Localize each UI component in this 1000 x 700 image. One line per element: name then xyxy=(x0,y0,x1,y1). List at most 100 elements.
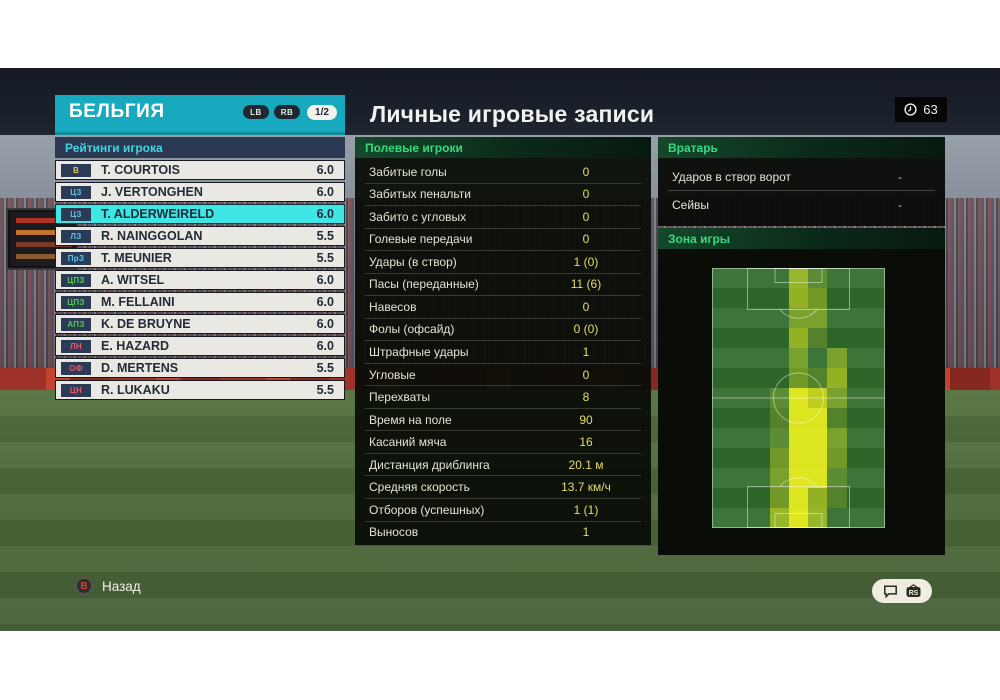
stat-value: 8 xyxy=(582,390,590,405)
chat-icon[interactable] xyxy=(883,585,898,598)
player-row[interactable]: ЦЗ T. ALDERWEIRELD 6.0 xyxy=(55,204,345,224)
heat-cell xyxy=(788,328,809,348)
heat-cell xyxy=(769,388,789,408)
gk-stat-label: Сейвы xyxy=(672,197,710,212)
heat-cell xyxy=(808,408,828,428)
stat-label: Перехваты xyxy=(369,390,431,405)
player-name: M. FELLAINI xyxy=(101,295,175,309)
player-row[interactable]: ЦН R. LUKAKU 5.5 xyxy=(55,380,345,400)
heat-cell xyxy=(788,368,809,388)
rs-stick-icon[interactable]: RS xyxy=(905,584,922,598)
b-button-icon[interactable]: B xyxy=(75,577,93,595)
stat-label: Выносов xyxy=(369,525,419,540)
heat-cell xyxy=(808,328,828,348)
heat-cell xyxy=(788,468,809,488)
player-row[interactable]: ЦПЗ M. FELLAINI 6.0 xyxy=(55,292,345,312)
player-row[interactable]: ПрЗ T. MEUNIER 5.5 xyxy=(55,248,345,268)
stat-row: Дистанция дриблинга 20.1 м xyxy=(365,454,641,477)
player-name: T. ALDERWEIRELD xyxy=(101,207,215,221)
player-name: K. DE BRUYNE xyxy=(101,317,191,331)
heat-cell xyxy=(827,428,847,448)
page-title: Личные игровые записи xyxy=(370,101,655,127)
stat-label: Забито с угловых xyxy=(369,209,467,224)
stat-value: 1 (0) xyxy=(573,254,599,269)
stat-row: Забитых пенальти 0 xyxy=(365,184,641,207)
heat-cell xyxy=(788,428,809,448)
heat-cell xyxy=(808,508,828,528)
rb-button[interactable]: RB xyxy=(274,105,300,119)
heatmap-grid xyxy=(712,268,885,528)
heat-cell xyxy=(808,268,828,288)
match-time-value: 63 xyxy=(923,102,938,117)
stat-label: Голевые передачи xyxy=(369,232,473,247)
heat-cell xyxy=(808,448,828,468)
player-row[interactable]: ЦЗ J. VERTONGHEN 6.0 xyxy=(55,182,345,202)
ratings-header: Рейтинги игрока xyxy=(55,137,345,158)
zone-section-header: Зона игры xyxy=(658,228,945,249)
stat-label: Пасы (переданные) xyxy=(369,277,479,292)
heat-cell xyxy=(769,488,789,508)
position-badge: ЦЗ xyxy=(61,185,91,199)
stat-label: Отборов (успешных) xyxy=(369,502,485,517)
position-badge: ЦПЗ xyxy=(61,273,91,287)
stat-value: 0 xyxy=(582,164,590,179)
stat-row: Голевые передачи 0 xyxy=(365,229,641,252)
clock-icon xyxy=(904,103,917,116)
stat-row: Штрафные удары 1 xyxy=(365,341,641,364)
heat-cell xyxy=(827,348,847,368)
stat-label: Навесов xyxy=(369,299,417,314)
stat-value: 0 xyxy=(582,299,590,314)
player-row[interactable]: В T. COURTOIS 6.0 xyxy=(55,160,345,180)
ratings-title: Рейтинги игрока xyxy=(65,140,163,155)
player-row[interactable]: ЛЗ R. NAINGGOLAN 5.5 xyxy=(55,226,345,246)
player-row[interactable]: ЛН E. HAZARD 6.0 xyxy=(55,336,345,356)
player-row[interactable]: ОФ D. MERTENS 5.5 xyxy=(55,358,345,378)
position-badge: ЦН xyxy=(61,383,91,397)
player-rating: 6.0 xyxy=(316,339,334,353)
stat-label: Угловые xyxy=(369,367,416,382)
heat-cell xyxy=(788,268,809,288)
player-row[interactable]: ЦПЗ A. WITSEL 6.0 xyxy=(55,270,345,290)
stat-value: 90 xyxy=(579,412,593,427)
stat-value: 0 xyxy=(582,187,590,202)
position-badge: ОФ xyxy=(61,361,91,375)
heat-cell xyxy=(808,488,828,508)
player-rating: 6.0 xyxy=(316,207,334,221)
player-rating: 6.0 xyxy=(316,317,334,331)
goalkeeper-section-header: Вратарь xyxy=(658,137,945,158)
gk-stat-row: Сейвы - xyxy=(668,191,935,218)
pitch-markings xyxy=(712,268,885,528)
shoulder-buttons-group: LB RB 1/2 xyxy=(238,104,337,120)
stat-value: 1 xyxy=(582,345,590,360)
position-badge: АПЗ xyxy=(61,317,91,331)
zone-title: Зона игры xyxy=(668,231,731,246)
player-name: D. MERTENS xyxy=(101,361,179,375)
position-badge: ЦЗ xyxy=(61,207,91,221)
stat-row: Навесов 0 xyxy=(365,296,641,319)
game-screen: БЕЛЬГИЯ LB RB 1/2 Рейтинги игрока В T. CO… xyxy=(0,68,1000,631)
heat-cell xyxy=(788,508,809,528)
heat-cell xyxy=(808,388,828,408)
team-header: БЕЛЬГИЯ LB RB 1/2 xyxy=(55,95,345,135)
stat-row: Выносов 1 xyxy=(365,522,641,544)
team-name: БЕЛЬГИЯ xyxy=(69,101,165,122)
player-name: T. MEUNIER xyxy=(101,251,172,265)
stat-row: Угловые 0 xyxy=(365,364,641,387)
heat-cell xyxy=(788,348,809,368)
stat-label: Удары (в створ) xyxy=(369,254,457,269)
heat-cell xyxy=(808,468,828,488)
player-row[interactable]: АПЗ K. DE BRUYNE 6.0 xyxy=(55,314,345,334)
bottom-right-controls[interactable]: RS xyxy=(872,579,932,603)
heat-cell xyxy=(788,488,809,508)
stat-row: Забитые голы 0 xyxy=(365,161,641,184)
stat-label: Дистанция дриблинга xyxy=(369,457,490,472)
lb-button[interactable]: LB xyxy=(243,105,269,119)
stat-value: 1 xyxy=(582,525,590,540)
field-player-stats-panel: Забитые голы 0 Забитых пенальти 0 Забито с у… xyxy=(355,158,651,545)
stat-label: Средняя скорость xyxy=(369,480,470,495)
heat-cell xyxy=(788,308,809,328)
stat-row: Средняя скорость 13.7 км/ч xyxy=(365,476,641,499)
stat-row: Время на поле 90 xyxy=(365,409,641,432)
back-hint[interactable]: B Назад xyxy=(75,577,141,595)
stat-value: 0 xyxy=(582,232,590,247)
